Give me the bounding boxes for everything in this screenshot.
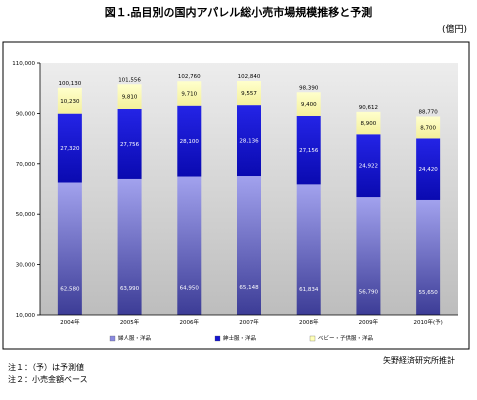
segment-womens-bar — [237, 176, 261, 315]
total-label: 88,770 — [419, 109, 439, 115]
segment-mens-bar — [356, 134, 381, 198]
segment-kids-bar — [177, 81, 202, 106]
x-tick-label: 2005年 — [120, 318, 140, 326]
segment-womens-label: 62,580 — [60, 286, 80, 292]
y-tick-label: 30,000 — [16, 263, 36, 269]
note-2: 注２：小売金額ベース — [8, 375, 88, 384]
total-label: 102,760 — [178, 74, 201, 80]
segment-mens-label: 28,136 — [239, 139, 259, 145]
segment-kids-bar — [57, 87, 82, 114]
segment-kids-bar — [296, 92, 321, 116]
segment-womens-label: 61,834 — [299, 287, 319, 293]
x-tick-label: 2008年 — [299, 318, 319, 326]
legend-label: 紳士服・洋品 — [223, 334, 257, 342]
segment-womens-label: 65,148 — [239, 285, 259, 291]
x-tick-label: 2009年 — [359, 318, 379, 326]
chart-title: 図１.品目別の国内アパレル総小売市場規模推移と予測 — [104, 6, 373, 19]
segment-womens-bar — [416, 199, 441, 315]
segment-mens-bar — [416, 138, 441, 200]
segment-womens-bar — [177, 176, 202, 315]
segment-kids-bar — [416, 116, 441, 139]
segment-kids-label: 9,710 — [181, 91, 197, 97]
x-tick-label: 2004年 — [60, 318, 80, 326]
segment-mens-label: 27,156 — [299, 148, 319, 154]
segment-kids-bar — [356, 111, 381, 135]
segment-kids-label: 8,700 — [420, 125, 436, 131]
segment-kids-label: 8,900 — [361, 121, 377, 127]
segment-womens-label: 56,790 — [359, 289, 379, 295]
legend-label: ベビー・子供服・洋品 — [318, 334, 374, 342]
total-label: 100,130 — [58, 81, 81, 87]
x-tick-label: 2006年 — [180, 318, 200, 326]
segment-kids-bar — [117, 84, 142, 110]
total-label: 90,612 — [359, 105, 378, 111]
segment-kids-label: 9,557 — [241, 91, 257, 97]
segment-mens-label: 27,756 — [120, 142, 140, 148]
y-tick-label: 70,000 — [16, 162, 36, 168]
segment-womens-bar — [117, 178, 142, 315]
total-label: 101,556 — [118, 77, 141, 83]
segment-mens-label: 28,100 — [180, 139, 200, 145]
segment-mens-label: 24,922 — [359, 164, 378, 170]
y-tick-label: 110,000 — [12, 61, 35, 67]
note-1: 注１：（予）は予測値 — [8, 363, 84, 372]
unit-label: (億円) — [441, 25, 467, 35]
segment-womens-bar — [296, 184, 321, 315]
segment-womens-bar — [356, 197, 381, 315]
total-label: 102,840 — [238, 74, 261, 80]
legend-swatch — [214, 335, 221, 342]
y-tick-label: 90,000 — [16, 111, 36, 117]
segment-kids-bar — [237, 81, 261, 106]
segment-mens-bar — [177, 105, 202, 177]
segment-mens-bar — [57, 113, 82, 183]
segment-womens-label: 55,650 — [419, 290, 439, 296]
y-tick-label: 50,000 — [16, 212, 36, 218]
segment-mens-bar — [237, 105, 261, 177]
x-tick-label: 2007年 — [239, 318, 259, 326]
segment-mens-bar — [296, 115, 321, 185]
segment-kids-label: 10,230 — [60, 99, 80, 105]
source-credit: 矢野経済研究所推計 — [383, 356, 455, 365]
segment-womens-label: 63,990 — [120, 286, 140, 292]
segment-mens-label: 24,420 — [419, 167, 439, 173]
segment-womens-bar — [57, 182, 82, 315]
legend-label: 婦人服・洋品 — [118, 334, 152, 342]
segment-kids-label: 9,400 — [301, 102, 317, 108]
x-tick-label: 2010年(予) — [413, 318, 442, 326]
segment-mens-label: 27,320 — [60, 146, 80, 152]
total-label: 98,390 — [299, 85, 319, 91]
y-tick-label: 10,000 — [16, 313, 36, 319]
notes: 注１：（予）は予測値 注２：小売金額ベース — [8, 362, 88, 386]
segment-kids-label: 9,810 — [122, 95, 138, 101]
legend-swatch — [109, 335, 116, 342]
legend-swatch — [309, 335, 316, 342]
segment-mens-bar — [117, 109, 142, 179]
segment-womens-label: 64,950 — [180, 285, 200, 291]
